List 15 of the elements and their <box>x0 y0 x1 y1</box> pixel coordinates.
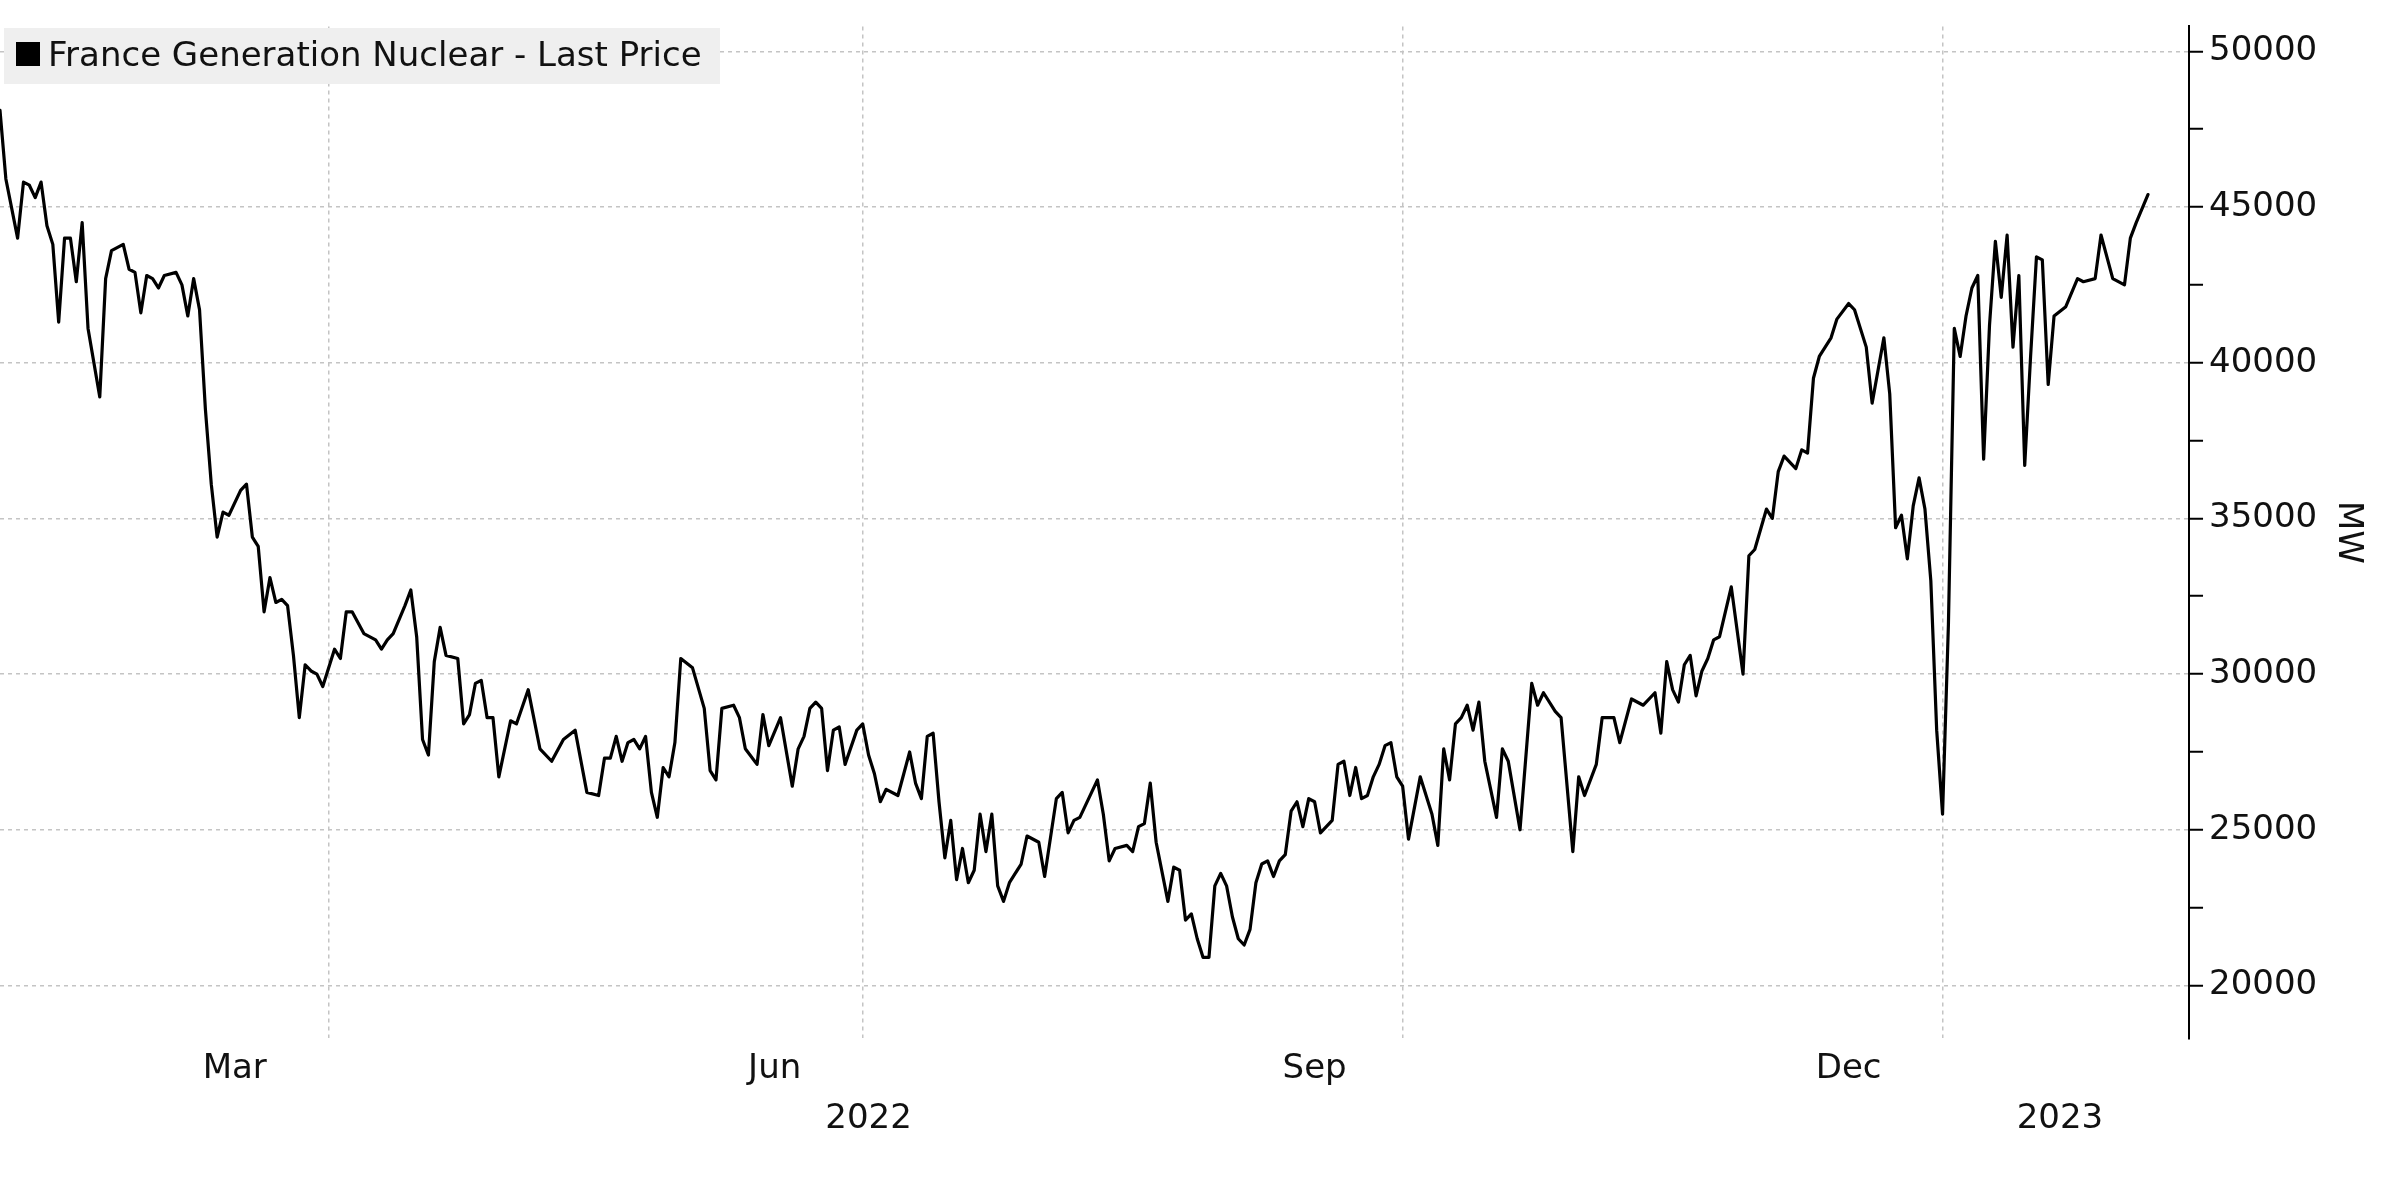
x-tick-label: Mar <box>202 1045 267 1086</box>
x-tick-label: Sep <box>1282 1045 1347 1086</box>
y-tick-label: 25000 <box>2209 806 2318 847</box>
x-tick-label: Jun <box>746 1045 802 1086</box>
x2-tick-label: 2022 <box>825 1096 912 1137</box>
y-tick-label: 35000 <box>2209 495 2318 536</box>
y-tick-label: 20000 <box>2209 962 2318 1003</box>
x-tick-label: Dec <box>1815 1045 1882 1086</box>
y-axis-title: MW <box>2330 500 2371 564</box>
x2-tick-label: 2023 <box>2016 1096 2104 1137</box>
y-tick-label: 30000 <box>2209 650 2318 691</box>
y-tick-label: 45000 <box>2209 183 2318 224</box>
y-tick-label: 50000 <box>2209 28 2318 69</box>
y-tick-label: 40000 <box>2209 339 2318 380</box>
legend-label: France Generation Nuclear - Last Price <box>48 34 702 75</box>
